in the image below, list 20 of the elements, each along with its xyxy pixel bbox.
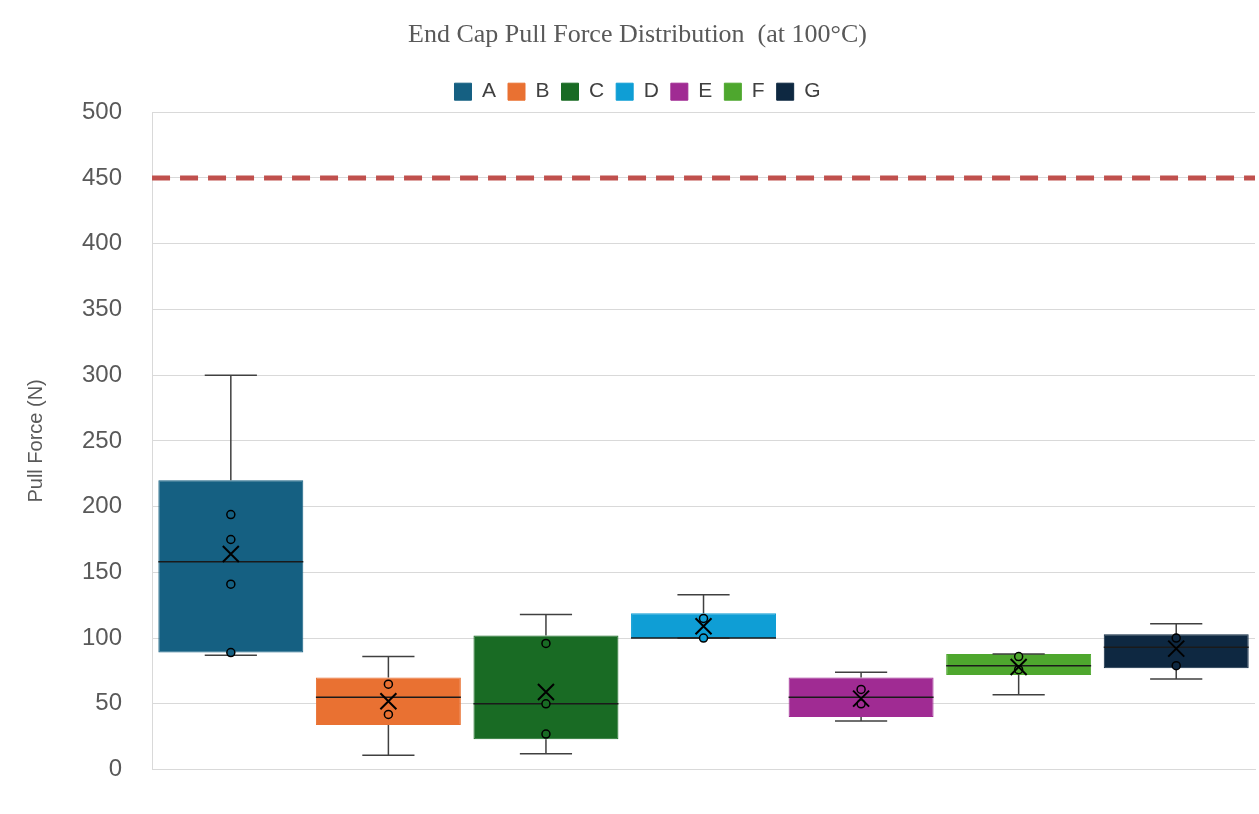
- legend-label: A: [481, 78, 497, 102]
- y-tick-label: 0: [108, 754, 123, 782]
- y-axis-title: Pull Force (N): [23, 379, 46, 503]
- chart-title: End Cap Pull Force Distribution (at 100°C): [408, 19, 867, 49]
- legend-label: B: [535, 78, 550, 102]
- y-tick-label: 350: [82, 294, 123, 322]
- y-tick-label: 400: [82, 228, 123, 256]
- y-tick-label: 500: [82, 96, 123, 124]
- y-tick-label: 450: [82, 162, 123, 190]
- legend-label: C: [589, 78, 605, 102]
- y-tick-label: 150: [82, 557, 123, 585]
- y-tick-label: 50: [95, 688, 123, 716]
- y-tick-label: 300: [82, 359, 123, 387]
- y-tick-label: 100: [82, 622, 123, 650]
- legend-label: F: [751, 78, 765, 102]
- y-tick-label: 200: [82, 491, 123, 519]
- legend-label: E: [698, 78, 713, 102]
- legend-label: G: [804, 78, 821, 102]
- y-tick-label: 250: [82, 425, 123, 453]
- legend-label: D: [643, 78, 659, 102]
